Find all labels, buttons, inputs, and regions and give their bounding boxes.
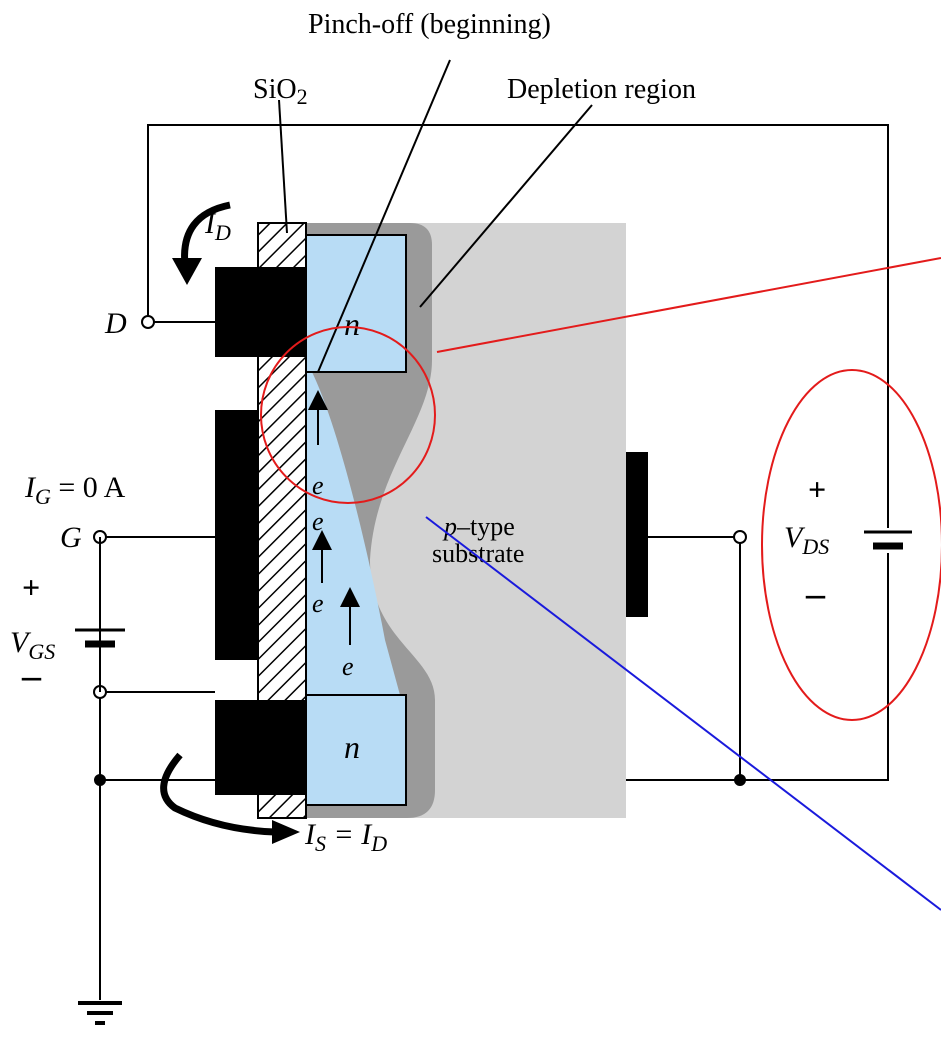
vds-battery <box>864 528 912 553</box>
vds-label: VDS <box>784 521 829 559</box>
drain-current-arrow <box>181 201 231 266</box>
red-pointer-line <box>436 257 941 353</box>
drain-current-label: ID <box>204 207 231 245</box>
red-ellipse-vds <box>761 369 941 721</box>
source-contact <box>215 700 306 795</box>
source-current-arrow <box>160 752 276 836</box>
vgs-label: VGS <box>10 626 55 664</box>
substrate-label-line2: substrate <box>432 539 524 568</box>
drain-contact <box>215 267 306 357</box>
electron-arrows <box>308 390 360 645</box>
drain-terminal[interactable] <box>141 315 155 329</box>
annotations <box>260 257 941 911</box>
red-circle-pinchoff <box>260 326 436 504</box>
vgs-minus: – <box>21 655 42 697</box>
gate-contact <box>215 410 258 660</box>
sio2-label: SiO2 <box>253 74 308 109</box>
substrate-terminal[interactable] <box>733 530 747 544</box>
source-current-label: IS = ID <box>304 818 387 856</box>
electron-1: e <box>312 471 324 500</box>
electron-4: e <box>342 652 354 681</box>
electron-2: e <box>312 507 324 536</box>
vds-minus: – <box>805 573 826 615</box>
gate-current-label: IG = 0 A <box>24 471 126 509</box>
current-arrows <box>160 201 276 836</box>
source-n-label: n <box>344 729 360 765</box>
drain-label: D <box>104 307 127 340</box>
induced-channel <box>300 372 400 695</box>
substrate-contact <box>626 452 648 617</box>
drain-n-region <box>305 234 407 373</box>
electron-3: e <box>312 589 324 618</box>
vgs-battery <box>75 537 125 692</box>
vds-plus: + <box>808 471 826 507</box>
vgs-plus: + <box>22 569 40 605</box>
source-n-region <box>305 694 407 806</box>
leader-lines <box>278 59 593 373</box>
substrate-label-line1: p–type <box>442 512 515 541</box>
metal-contacts <box>215 267 648 795</box>
drain-n-label: n <box>344 306 360 342</box>
pinch-off-label: Pinch-off (beginning) <box>308 9 551 40</box>
gate-label: G <box>60 521 82 554</box>
blue-pointer-line <box>425 516 941 911</box>
ground-symbol <box>78 1001 122 1025</box>
depletion-region-label: Depletion region <box>507 74 696 105</box>
